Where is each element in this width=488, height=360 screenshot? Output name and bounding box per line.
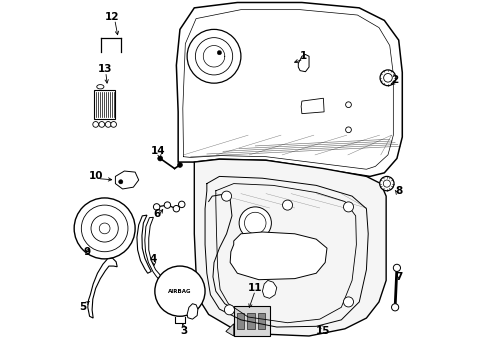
Text: 2: 2 [391,75,398,85]
Circle shape [110,122,116,127]
Text: 7: 7 [394,272,402,282]
Circle shape [99,122,104,127]
Text: 6: 6 [153,209,160,219]
Ellipse shape [97,85,104,89]
Circle shape [379,70,395,86]
Circle shape [383,73,391,82]
Circle shape [164,202,170,208]
Text: 1: 1 [300,51,306,61]
Circle shape [105,122,111,127]
Circle shape [195,38,232,75]
Circle shape [155,266,204,316]
Text: 10: 10 [88,171,102,181]
Circle shape [244,212,265,234]
Circle shape [173,206,179,212]
Circle shape [392,264,400,271]
Circle shape [187,30,241,83]
Circle shape [343,202,353,212]
Circle shape [221,191,231,201]
Polygon shape [247,313,254,329]
Circle shape [383,180,389,187]
Circle shape [158,156,163,161]
Circle shape [74,198,135,259]
Polygon shape [236,313,244,329]
Polygon shape [194,159,386,336]
Circle shape [217,50,221,55]
Text: 11: 11 [247,283,262,293]
Polygon shape [233,306,269,336]
Polygon shape [298,54,308,72]
Circle shape [81,205,128,252]
Text: 15: 15 [316,325,330,336]
Circle shape [282,200,292,210]
Circle shape [391,304,398,311]
Text: 9: 9 [83,247,90,257]
Text: 4: 4 [149,254,157,264]
Circle shape [177,162,182,167]
Text: AIRBAG: AIRBAG [168,289,191,294]
Circle shape [119,180,122,184]
Circle shape [153,204,160,210]
Circle shape [91,215,118,242]
Polygon shape [88,258,117,318]
Text: 13: 13 [97,64,112,74]
Polygon shape [230,232,326,280]
Circle shape [178,201,184,208]
Text: 14: 14 [151,146,165,156]
Circle shape [379,176,393,191]
Text: 12: 12 [104,12,119,22]
Polygon shape [301,98,324,114]
Text: 3: 3 [180,325,187,336]
Polygon shape [187,304,198,319]
Polygon shape [137,215,151,273]
Circle shape [224,305,234,315]
Polygon shape [144,217,163,280]
Circle shape [239,207,271,239]
Circle shape [345,127,351,133]
Circle shape [99,223,110,234]
Polygon shape [115,171,139,189]
Circle shape [345,102,351,108]
Text: 8: 8 [394,186,402,196]
Polygon shape [176,3,402,176]
Polygon shape [262,280,276,298]
Text: 5: 5 [80,302,86,312]
Polygon shape [258,313,265,329]
Circle shape [93,122,99,127]
Polygon shape [94,90,115,119]
Circle shape [343,297,353,307]
Polygon shape [225,324,233,336]
